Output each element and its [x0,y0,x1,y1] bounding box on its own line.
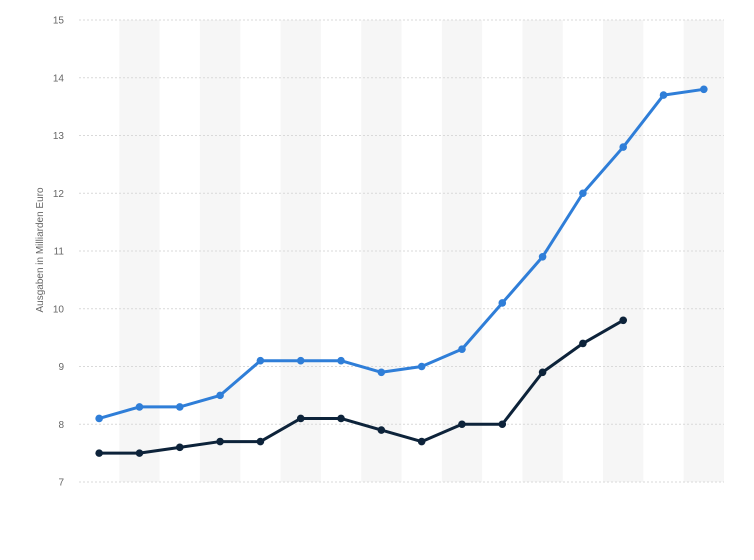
data-point[interactable] [256,356,265,365]
data-point[interactable] [296,356,305,365]
y-axis-ticks: 7 8 9 10 11 12 13 14 15 [53,16,65,489]
y-tick-label: 10 [53,304,65,315]
data-point[interactable] [135,403,144,411]
y-tick-label: 8 [58,420,64,431]
data-point[interactable] [95,414,103,423]
data-point[interactable] [417,362,426,371]
data-point[interactable] [135,449,144,457]
data-point[interactable] [700,85,708,94]
y-tick-label: 11 [54,247,65,258]
data-point[interactable] [538,252,547,261]
data-point[interactable] [538,368,547,377]
data-point[interactable] [256,437,265,446]
series-line [97,318,625,455]
data-point[interactable] [498,299,507,307]
data-point[interactable] [498,420,507,429]
data-point[interactable] [95,449,103,457]
data-point[interactable] [337,356,345,365]
data-point[interactable] [175,443,184,452]
series-line [97,87,706,420]
y-tick-label: 14 [53,73,65,84]
y-tick-label: 15 [53,16,65,27]
data-point[interactable] [619,143,628,151]
data-point[interactable] [296,414,305,423]
gridlines [79,19,724,483]
y-axis-label: Ausgaben in Milliarden Euro [35,187,46,313]
plot-background-bands [119,20,724,482]
data-point[interactable] [337,414,345,423]
y-tick-label: 12 [53,189,65,200]
data-point[interactable] [659,91,668,99]
data-point[interactable] [579,339,587,348]
series-2 [95,316,628,457]
data-point[interactable] [216,391,224,400]
y-tick-label: 13 [53,131,65,142]
data-point[interactable] [458,420,466,429]
data-point[interactable] [377,426,386,434]
data-point[interactable] [458,345,466,353]
series-lines [95,85,708,457]
data-point[interactable] [175,403,184,411]
series-1 [95,85,708,423]
data-point[interactable] [619,316,628,325]
y-tick-label: 7 [58,478,64,489]
data-point[interactable] [216,437,224,446]
data-point[interactable] [377,368,386,377]
data-point[interactable] [417,437,426,446]
y-tick-label: 9 [58,362,64,373]
data-point[interactable] [579,189,587,198]
